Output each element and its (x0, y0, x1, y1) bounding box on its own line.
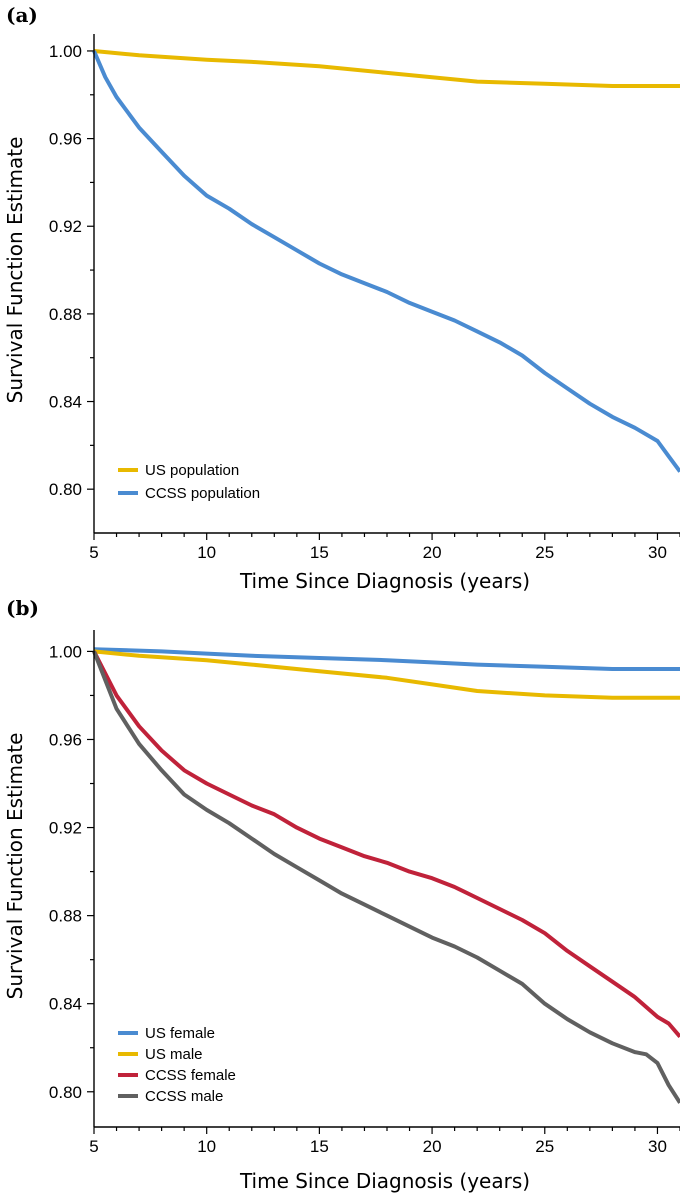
panel-b-label: (b) (6, 596, 39, 620)
y-tick-label: 0.80 (49, 1083, 82, 1102)
panel-b-legend: US female US male CCSS female CCSS male (118, 1025, 236, 1105)
legend-label: US population (145, 462, 239, 479)
panel-b-y-axis-title: Survival Function Estimate (3, 733, 27, 1000)
x-tick-label: 15 (310, 543, 329, 562)
panel-a-label: (a) (6, 3, 38, 27)
panel-b-series (92, 647, 680, 1104)
series-line-ccss-population (92, 50, 680, 473)
legend-label: CCSS female (145, 1067, 236, 1084)
x-tick-label: 10 (197, 543, 216, 562)
y-tick-label: 0.84 (49, 393, 82, 412)
series-line-ccss-female (92, 650, 680, 1039)
panel-a-ticks: 0.80 0.84 0.88 0.92 0.96 1.00 5 10 15 20 25 30 (49, 42, 680, 562)
panel-a-axes (93, 34, 680, 534)
legend-label: US male (145, 1046, 203, 1063)
panel-a-y-axis-title: Survival Function Estimate (3, 137, 27, 404)
panel-b-ticks: 0.80 0.84 0.88 0.92 0.96 1.00 5 10 15 20 25 30 (49, 642, 680, 1156)
x-tick-label: 20 (423, 543, 442, 562)
series-line-us-male (93, 649, 680, 700)
panel-a-x-axis-title: Time Since Diagnosis (years) (239, 569, 530, 593)
x-tick-label: 20 (423, 1137, 442, 1156)
panel-b-axes (93, 630, 680, 1128)
y-tick-label: 0.96 (49, 130, 82, 149)
legend-label: US female (145, 1025, 215, 1042)
series-line-ccss-male (92, 650, 680, 1104)
series-line-us-population (93, 49, 680, 88)
x-tick-label: 25 (535, 543, 554, 562)
series-line-us-female (93, 647, 680, 671)
y-tick-label: 0.88 (49, 305, 82, 324)
x-tick-label: 10 (197, 1137, 216, 1156)
x-tick-label: 30 (648, 543, 667, 562)
x-tick-label: 5 (89, 543, 98, 562)
y-tick-label: 0.96 (49, 730, 82, 749)
panel-b-x-axis-title: Time Since Diagnosis (years) (239, 1169, 530, 1193)
y-tick-label: 0.80 (49, 480, 82, 499)
legend-label: CCSS population (145, 485, 260, 502)
x-tick-label: 25 (535, 1137, 554, 1156)
x-tick-label: 5 (89, 1137, 98, 1156)
y-tick-label: 1.00 (49, 642, 82, 661)
x-tick-label: 15 (310, 1137, 329, 1156)
y-tick-label: 0.92 (49, 819, 82, 838)
panel-a-series (92, 49, 680, 473)
y-tick-label: 1.00 (49, 42, 82, 61)
y-tick-label: 0.84 (49, 995, 82, 1014)
y-tick-label: 0.88 (49, 907, 82, 926)
panel-a-legend: US population CCSS population (118, 462, 260, 502)
y-tick-label: 0.92 (49, 217, 82, 236)
panel-b-chart: (b) Survival Function Estimate Time Sinc… (3, 596, 680, 1193)
panel-a-chart: (a) Survival Function Estimate Time Sinc… (3, 3, 680, 593)
x-tick-label: 30 (648, 1137, 667, 1156)
legend-label: CCSS male (145, 1088, 223, 1105)
